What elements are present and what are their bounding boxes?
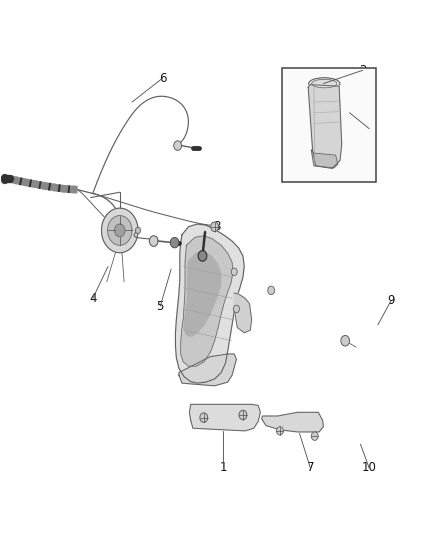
Circle shape [231, 268, 237, 276]
Ellipse shape [309, 78, 340, 90]
Text: 2: 2 [359, 64, 366, 77]
Circle shape [198, 251, 207, 261]
Polygon shape [311, 150, 338, 168]
Circle shape [311, 432, 318, 440]
Text: 1: 1 [219, 462, 227, 474]
Bar [282, 68, 376, 182]
Polygon shape [179, 354, 237, 386]
Circle shape [233, 305, 240, 313]
Text: 8: 8 [213, 220, 220, 233]
Circle shape [170, 237, 179, 248]
Text: 10: 10 [362, 462, 377, 474]
Polygon shape [189, 405, 260, 431]
Circle shape [174, 141, 182, 150]
Text: 4: 4 [89, 292, 96, 305]
Polygon shape [115, 224, 125, 237]
Text: 7: 7 [307, 462, 314, 474]
Circle shape [268, 286, 275, 295]
Circle shape [1, 174, 9, 184]
Ellipse shape [312, 79, 337, 88]
Text: 5: 5 [156, 300, 164, 313]
Polygon shape [102, 208, 138, 253]
Circle shape [211, 222, 219, 231]
Polygon shape [184, 252, 221, 336]
Polygon shape [108, 216, 132, 245]
Circle shape [341, 335, 350, 346]
Circle shape [200, 413, 208, 422]
Text: 3: 3 [365, 122, 373, 135]
Polygon shape [308, 85, 342, 168]
Polygon shape [261, 413, 323, 432]
Text: 9: 9 [387, 294, 395, 308]
Circle shape [276, 426, 283, 435]
Circle shape [135, 227, 141, 233]
Text: 6: 6 [159, 72, 166, 85]
Polygon shape [176, 224, 244, 383]
Circle shape [239, 410, 247, 419]
Polygon shape [181, 236, 233, 366]
Polygon shape [234, 293, 252, 333]
Circle shape [149, 236, 158, 246]
